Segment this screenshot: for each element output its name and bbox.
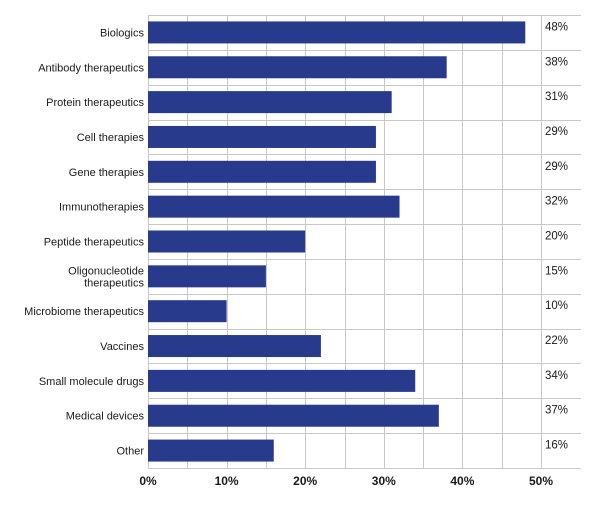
value-label: 38% [545,56,568,68]
category-label: Peptide therapeutics [44,237,145,249]
value-label: 31% [545,91,568,103]
bar-medical-devices [148,404,439,427]
category-label: Immunotherapies [59,202,144,214]
category-label: Antibody therapeutics [38,62,144,74]
category-label: Oligonucleotide therapeutics [68,265,144,289]
bar-peptide-therapeutics [148,230,306,253]
value-label: 10% [545,300,568,312]
category-label-line: therapeutics [84,277,144,289]
category-label: Medical devices [66,411,145,423]
value-label: 29% [545,161,568,173]
bar-biologics [148,21,526,44]
x-tick-label: 10% [215,474,239,488]
category-label: Small molecule drugs [39,376,145,388]
x-tick-label: 50% [529,474,553,488]
bar-microbiome-therapeutics [148,300,227,323]
value-label: 37% [545,405,568,417]
bar-cell-therapies [148,125,376,148]
bar-antibody-therapeutics [148,56,447,79]
value-label: 20% [545,231,568,243]
bar-gene-therapies [148,160,376,183]
value-label: 34% [545,370,568,382]
bar-oligonucleotide-therapeutics [148,265,266,288]
value-label: 29% [545,126,568,138]
category-label: Protein therapeutics [46,97,144,109]
value-label: 48% [545,21,568,33]
x-tick-label: 0% [139,474,157,488]
bar-other [148,439,274,462]
category-label-line: Oligonucleotide [68,265,144,277]
x-tick-label: 40% [450,474,474,488]
category-label: Biologics [100,27,145,39]
category-label: Cell therapies [77,132,145,144]
value-label: 22% [545,335,568,347]
category-label: Vaccines [100,341,144,353]
category-label: Microbiome therapeutics [24,306,144,318]
bar-protein-therapeutics [148,91,392,114]
category-label: Gene therapies [69,167,145,179]
bar-immunotherapies [148,195,400,218]
x-tick-label: 20% [293,474,317,488]
category-label: Other [116,446,144,458]
value-label: 32% [545,196,568,208]
bar-vaccines [148,335,321,358]
x-tick-label: 30% [372,474,396,488]
value-label: 15% [545,265,568,277]
bar-small-molecule-drugs [148,369,416,392]
value-label: 16% [545,440,568,452]
